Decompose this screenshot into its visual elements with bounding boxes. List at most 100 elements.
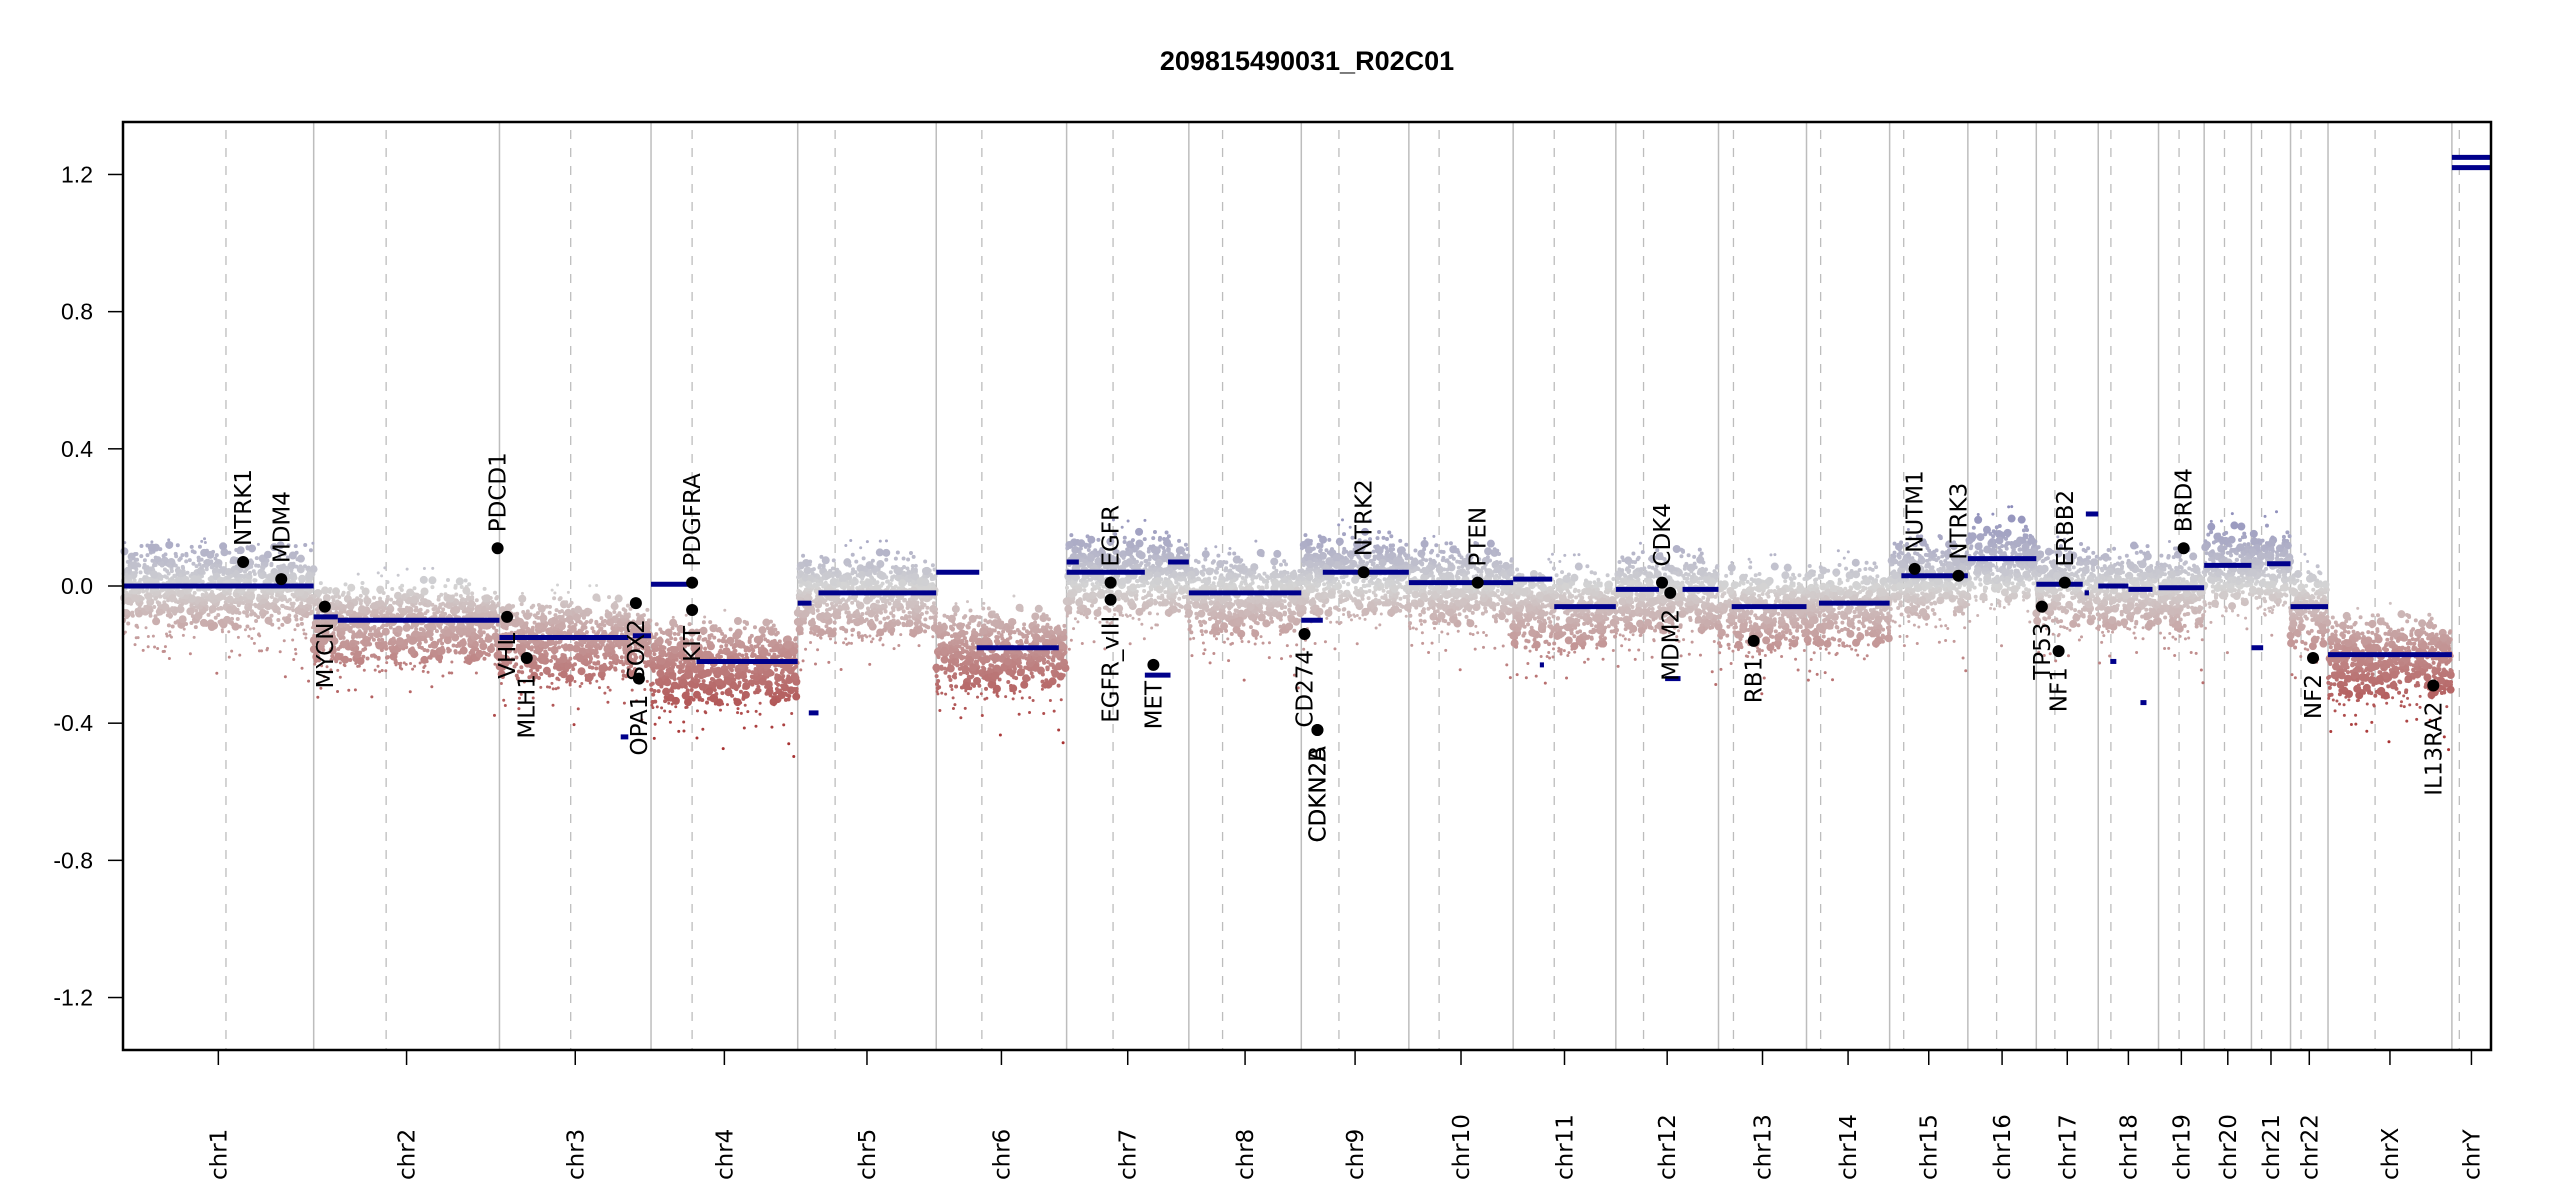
- probe-point: [167, 538, 171, 542]
- probe-point: [259, 568, 264, 573]
- probe-point: [188, 652, 192, 656]
- probe-point: [475, 649, 484, 658]
- probe-point: [537, 665, 542, 670]
- probe-point: [430, 585, 435, 590]
- probe-point: [451, 608, 456, 613]
- probe-point: [197, 562, 202, 567]
- probe-point: [420, 627, 425, 632]
- probe-point: [704, 711, 708, 715]
- probe-point: [559, 609, 564, 614]
- probe-point: [663, 709, 667, 713]
- probe-point: [847, 641, 851, 645]
- probe-point: [1059, 698, 1063, 702]
- probe-point: [560, 614, 565, 619]
- probe-point: [828, 629, 837, 638]
- probe-point: [744, 685, 749, 690]
- probe-point: [346, 590, 351, 595]
- probe-point: [455, 577, 464, 586]
- probe-point: [668, 671, 677, 680]
- probe-point: [439, 633, 444, 638]
- probe-point: [863, 633, 867, 637]
- probe-point: [431, 566, 435, 570]
- probe-point: [293, 647, 297, 651]
- probe-point: [763, 637, 768, 642]
- probe-point: [658, 650, 663, 655]
- probe-point: [890, 575, 895, 580]
- probe-point: [245, 574, 250, 579]
- probe-point: [250, 637, 254, 641]
- probe-point: [854, 559, 859, 564]
- probe-point: [299, 601, 304, 606]
- probe-point: [396, 573, 400, 577]
- probe-point: [370, 695, 374, 699]
- probe-point: [859, 546, 863, 550]
- probe-point: [411, 667, 415, 671]
- probe-point: [238, 601, 243, 606]
- probe-point: [130, 613, 135, 618]
- probe-point: [370, 602, 379, 611]
- probe-point: [844, 637, 848, 641]
- probe-point: [399, 588, 404, 593]
- probe-point: [162, 593, 167, 598]
- probe-point: [708, 680, 713, 685]
- probe-point: [899, 633, 903, 637]
- probe-point: [714, 692, 719, 697]
- probe-point: [409, 661, 413, 665]
- probe-point: [882, 616, 887, 621]
- probe-point: [176, 589, 185, 598]
- probe-point: [278, 650, 282, 654]
- probe-point: [786, 697, 791, 702]
- probe-point: [797, 612, 802, 617]
- probe-point: [624, 614, 629, 619]
- probe-point: [557, 597, 562, 602]
- probe-point: [732, 649, 737, 654]
- probe-point: [824, 624, 829, 629]
- probe-point: [244, 603, 249, 608]
- probe-point: [723, 676, 732, 685]
- probe-point: [1001, 629, 1006, 634]
- probe-point: [769, 631, 774, 636]
- probe-point: [416, 636, 421, 641]
- probe-point: [191, 561, 196, 566]
- probe-point: [1056, 683, 1061, 688]
- probe-point: [577, 667, 586, 676]
- probe-point: [351, 633, 356, 638]
- probe-point: [203, 540, 207, 544]
- probe-point: [356, 658, 361, 663]
- probe-point: [568, 620, 573, 625]
- probe-point: [568, 683, 572, 687]
- probe-point: [585, 644, 590, 649]
- probe-point: [209, 565, 214, 570]
- probe-point: [212, 569, 217, 574]
- probe-point: [180, 553, 185, 558]
- probe-point: [871, 595, 876, 600]
- probe-point: [254, 556, 259, 561]
- probe-point: [1031, 612, 1040, 621]
- probe-point: [169, 569, 174, 574]
- probe-point: [296, 588, 305, 597]
- probe-point: [652, 635, 657, 640]
- probe-point: [302, 628, 306, 632]
- probe-point: [703, 615, 707, 619]
- probe-point: [923, 617, 928, 622]
- probe-point: [830, 604, 835, 609]
- probe-point: [868, 662, 872, 666]
- probe-point: [568, 624, 577, 633]
- probe-point: [1060, 674, 1065, 679]
- probe-point: [842, 586, 847, 591]
- probe-point: [926, 625, 931, 630]
- probe-point: [194, 612, 203, 621]
- probe-point: [849, 619, 854, 624]
- probe-point: [959, 662, 964, 667]
- probe-point: [287, 613, 292, 618]
- probe-point: [814, 662, 818, 666]
- probe-point: [870, 558, 875, 563]
- probe-point: [897, 643, 901, 647]
- probe-point: [318, 581, 323, 586]
- probe-point: [826, 612, 831, 617]
- probe-point: [673, 637, 678, 642]
- probe-point: [128, 590, 133, 595]
- probe-point: [731, 645, 736, 650]
- probe-point: [532, 613, 537, 618]
- probe-point: [774, 673, 779, 678]
